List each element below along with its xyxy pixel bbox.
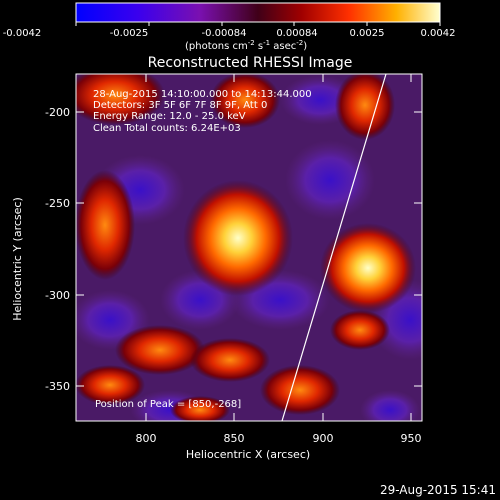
colorbar [75,2,441,23]
info-time-range: 28-Aug-2015 14:10:00.000 to 14:13:44.000 [93,89,312,100]
colorbar-tick-label: -0.0025 [110,28,149,39]
colorbar-tick-label: 0.0025 [350,28,385,39]
colorbar-ticks [75,22,441,26]
solar-limb-line [281,74,387,421]
colorbar-tick-label: 0.0042 [421,28,456,39]
info-energy-range: Energy Range: 12.0 - 25.0 keV [93,111,246,122]
peak-position-note: Position of Peak = [850,-268] [95,399,241,410]
info-detectors: Detectors: 3F 5F 6F 7F 8F 9F, Att 0 [93,100,267,111]
x-tick-label: 800 [136,432,157,445]
y-tick-label: -200 [45,106,70,119]
y-tick-label: -350 [45,380,70,393]
colorbar-unit-label: (photons cm-2 s-1 asec-2) [185,39,307,52]
x-tick-label: 950 [401,432,422,445]
x-tick-label: 850 [224,432,245,445]
rhessi-image [76,74,422,421]
y-tick-label: -300 [45,289,70,302]
plot-frame [75,73,423,422]
colorbar-tick-label: -0.0042 [3,28,42,39]
x-tick-label: 900 [313,432,334,445]
plot-title: Reconstructed RHESSI Image [148,55,353,71]
x-axis-label: Heliocentric X (arcsec) [186,448,310,461]
timestamp: 29-Aug-2015 15:41 [380,483,496,497]
colorbar-tick-label: -0.00084 [202,28,247,39]
y-axis-ticks [76,111,422,387]
x-axis-ticks [145,74,412,421]
y-axis-label: Heliocentric Y (arcsec) [11,197,24,321]
colorbar-tick-label: 0.00084 [276,28,317,39]
info-clean-counts: Clean Total counts: 6.24E+03 [93,123,241,134]
y-tick-label: -250 [45,197,70,210]
